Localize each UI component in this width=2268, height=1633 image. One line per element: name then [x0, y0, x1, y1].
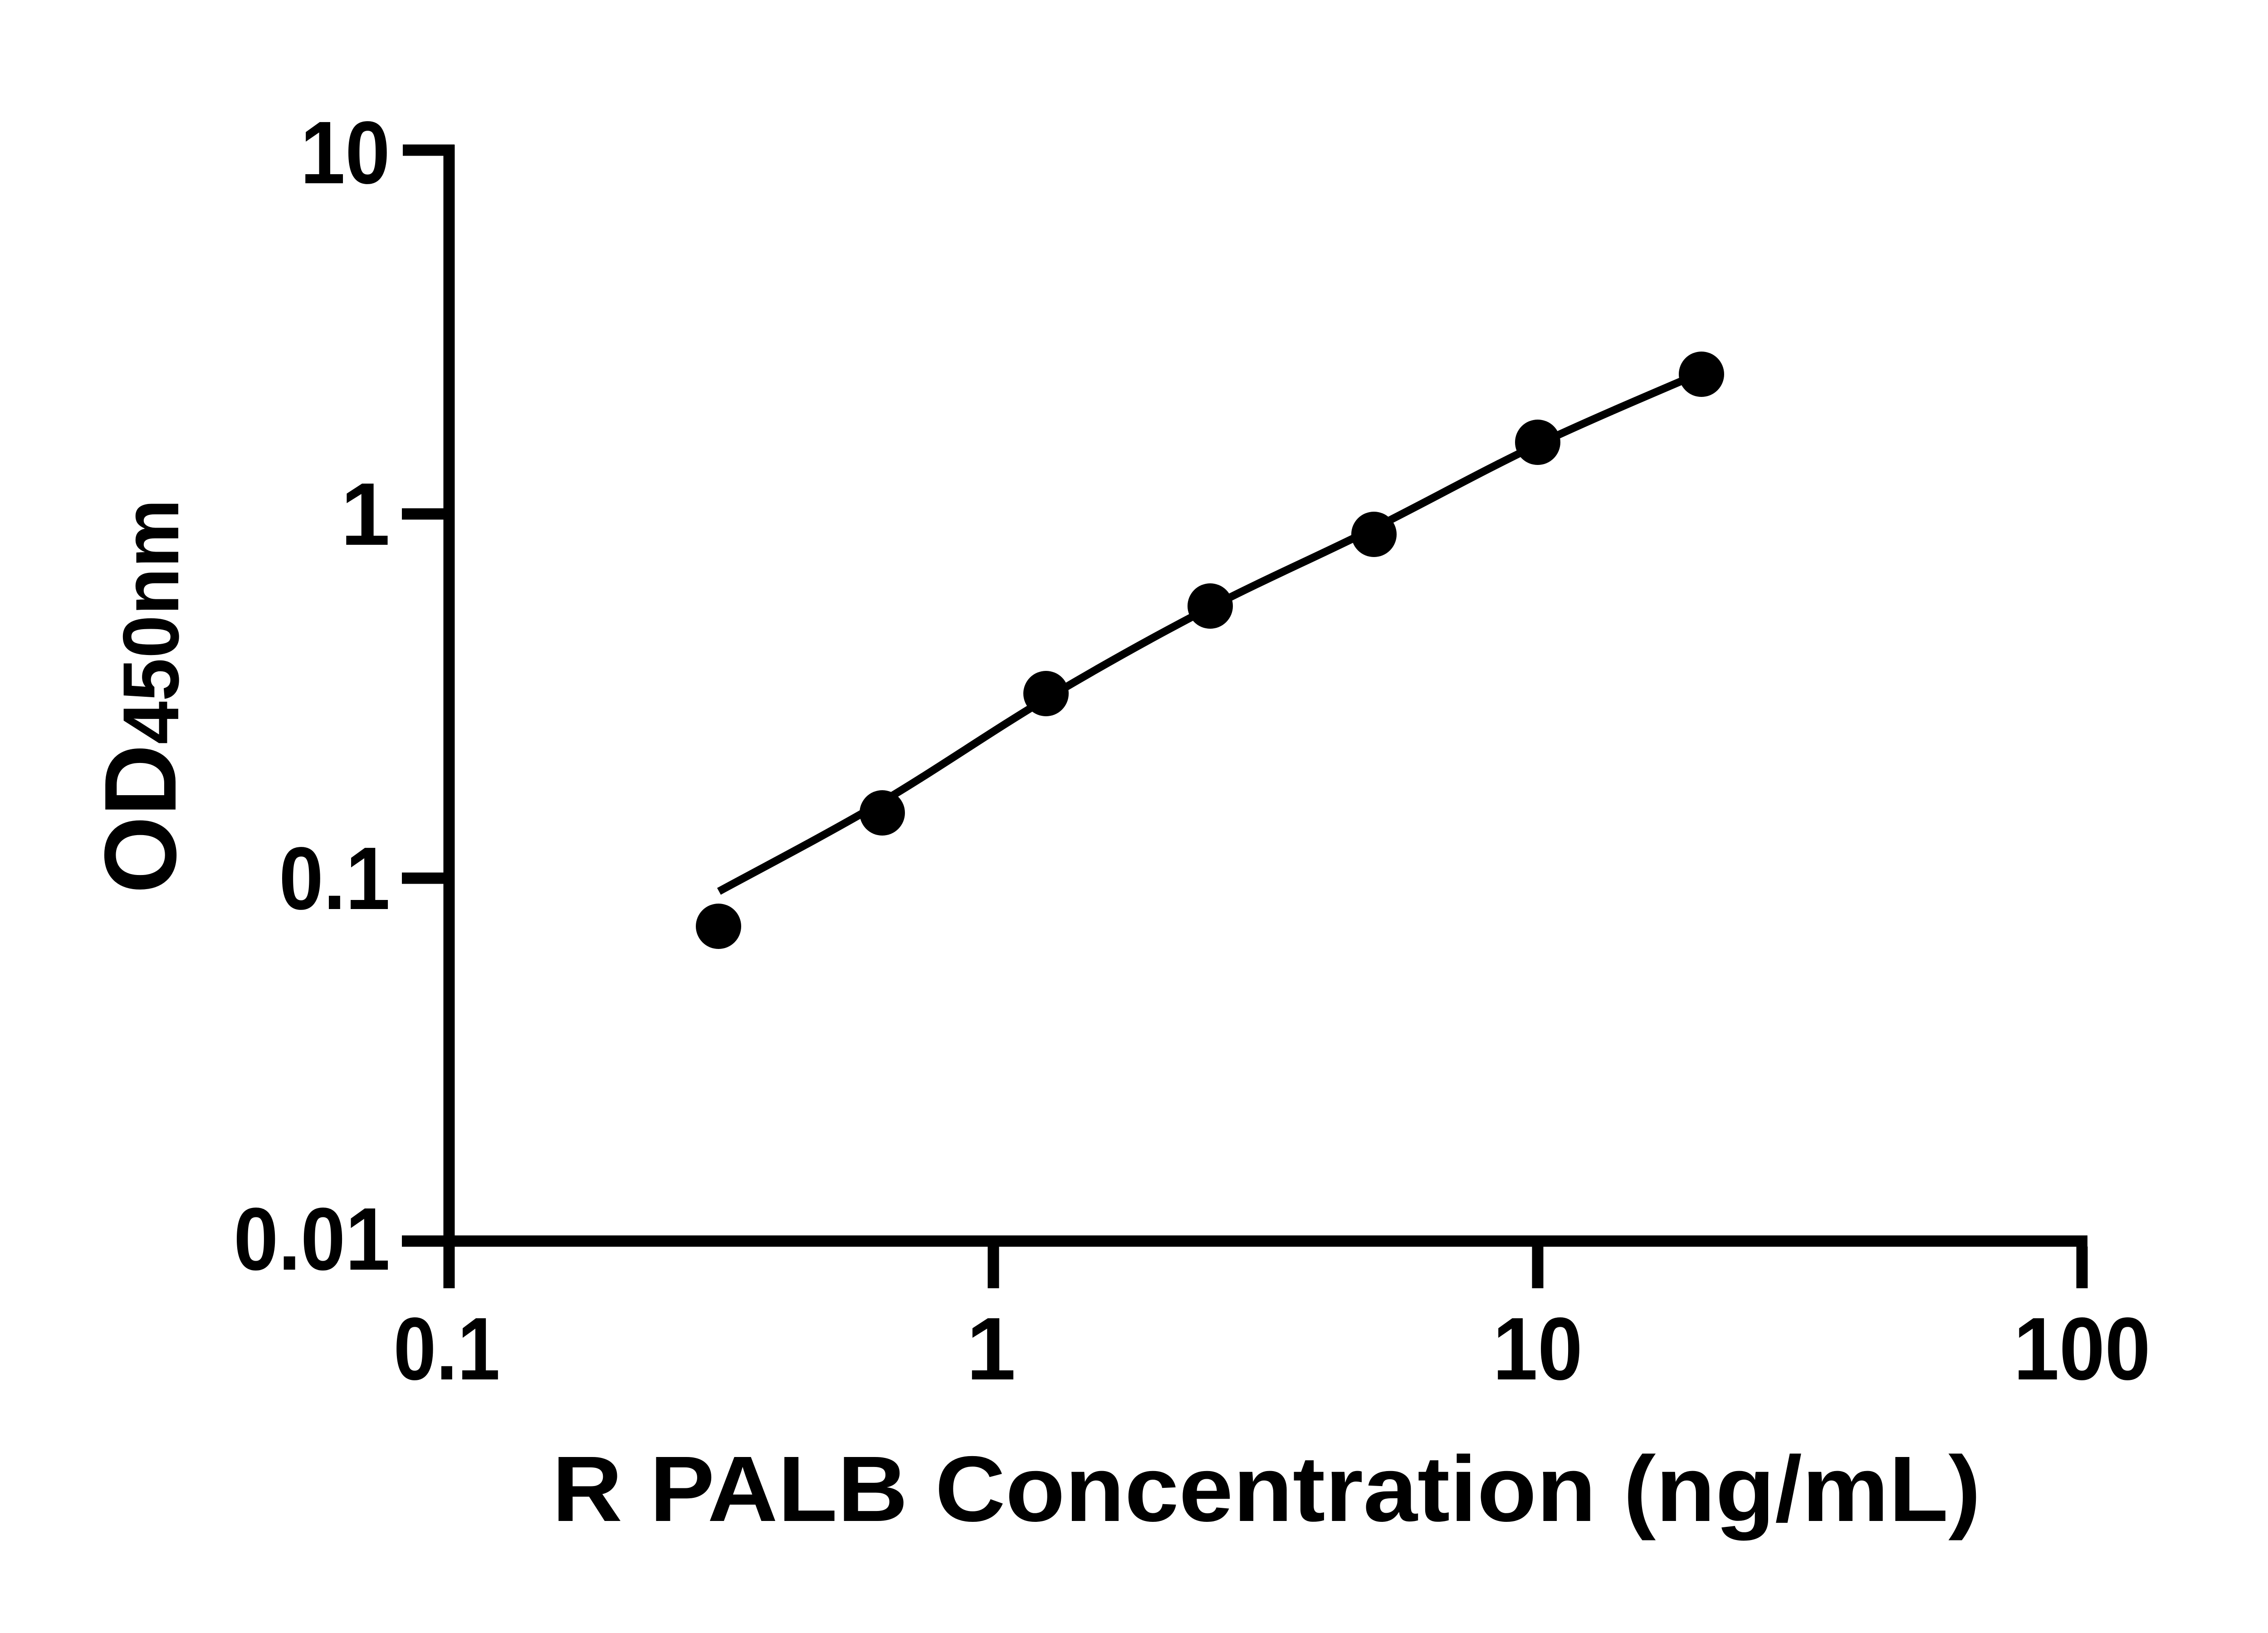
svg-text:10: 10 — [1493, 1299, 1583, 1398]
svg-text:100: 100 — [2014, 1299, 2151, 1398]
svg-text:1: 1 — [341, 464, 390, 564]
svg-text:10: 10 — [300, 103, 390, 202]
svg-text:0.01: 0.01 — [234, 1189, 390, 1289]
svg-text:0.1: 0.1 — [394, 1299, 500, 1398]
svg-text:0.1: 0.1 — [279, 829, 390, 928]
svg-text:1: 1 — [966, 1299, 1016, 1398]
svg-text:R PALB Concentration (ng/mL): R PALB Concentration (ng/mL) — [552, 1437, 1981, 1541]
svg-text:OD450nm: OD450nm — [83, 499, 197, 894]
